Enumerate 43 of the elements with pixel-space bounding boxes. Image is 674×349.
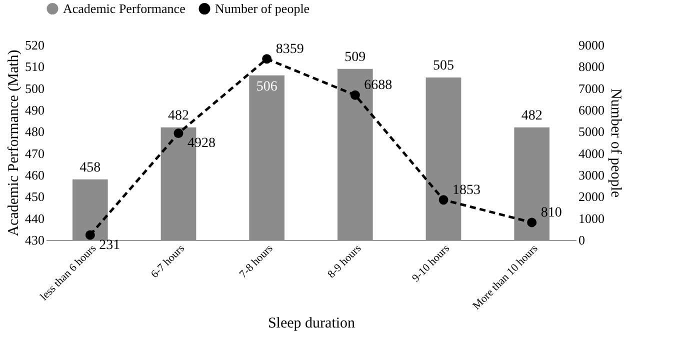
data-label: 482 (168, 108, 189, 124)
y-tick-label: 490 (25, 102, 44, 118)
y2-tick-label: 8000 (578, 59, 604, 74)
data-label: 231 (99, 238, 120, 253)
y-tick-label: 430 (25, 232, 44, 248)
data-label: 1853 (452, 182, 480, 198)
y-tick-label: 510 (25, 59, 44, 74)
y2-tick-label: 7000 (578, 80, 604, 96)
y-tick-label: 500 (25, 80, 44, 96)
y2-tick-label: 5000 (578, 124, 604, 140)
y-tick-label: 520 (25, 38, 44, 52)
x-axis-title: Sleep duration (268, 315, 356, 332)
y-axis-title: Academic Performance (Math) (6, 50, 22, 236)
data-label: 506 (256, 79, 278, 94)
y2-tick-label: 4000 (578, 146, 604, 161)
legend-label: Number of people (215, 0, 310, 16)
point (85, 230, 95, 240)
y2-tick-label: 0 (578, 232, 585, 248)
data-label: 509 (344, 50, 366, 65)
data-label: 482 (521, 108, 542, 124)
y2-tick-label: 1000 (578, 210, 604, 226)
data-label: 8359 (276, 42, 304, 57)
y2-axis-title: Number of people (608, 88, 624, 198)
point (262, 54, 272, 64)
y2-tick-label: 2000 (578, 189, 604, 204)
y-tick-label: 450 (25, 189, 44, 204)
y-tick-label: 460 (25, 168, 44, 182)
y-tick-label: 470 (25, 146, 44, 161)
point (350, 90, 360, 100)
legend-label: Academic Performance (63, 0, 186, 16)
point (438, 195, 448, 205)
point (174, 128, 184, 138)
point (527, 218, 537, 228)
data-label: 6688 (364, 78, 392, 94)
y2-tick-label: 6000 (578, 102, 604, 118)
y2-tick-label: 3000 (578, 168, 604, 182)
y-tick-label: 440 (25, 210, 44, 226)
y2-tick-label: 9000 (578, 38, 604, 52)
data-label: 4928 (188, 136, 216, 152)
y-tick-label: 480 (25, 124, 44, 140)
data-label: 505 (433, 58, 454, 74)
data-label: 810 (540, 205, 562, 220)
data-label: 458 (80, 160, 101, 176)
